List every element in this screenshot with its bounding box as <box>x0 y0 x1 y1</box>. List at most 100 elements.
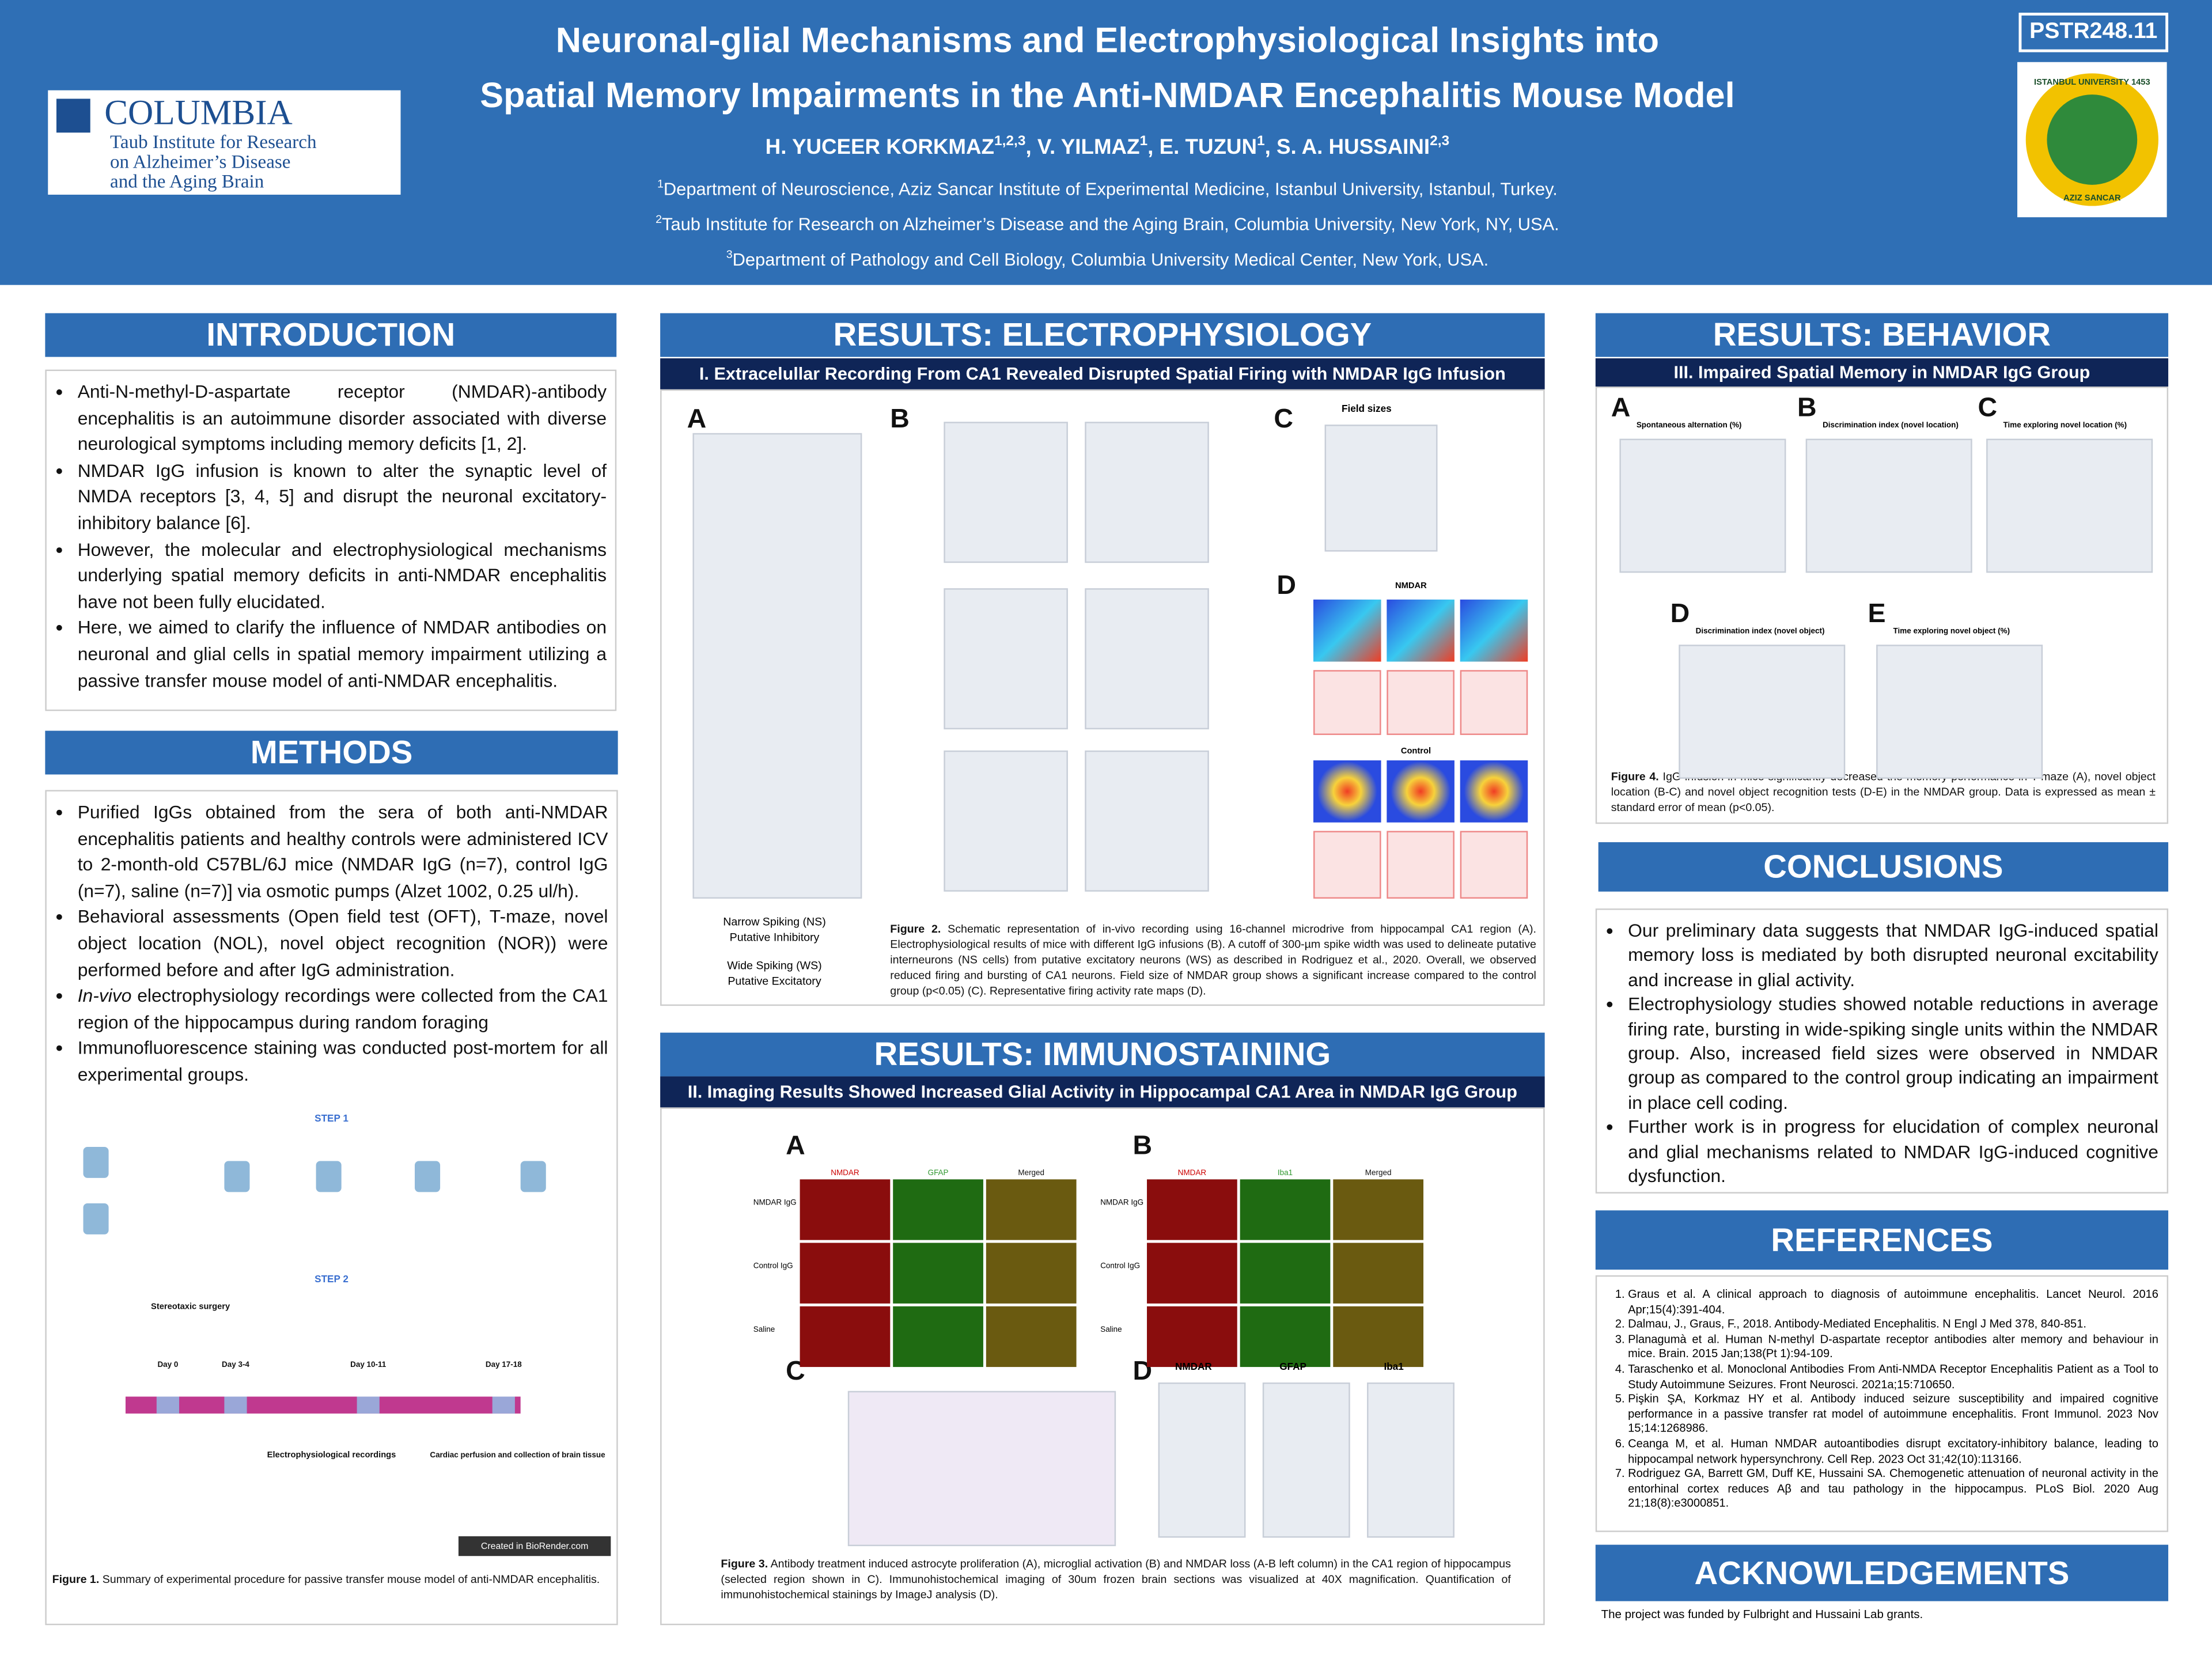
figure-caption: Figure 2. Schematic representation of in… <box>890 921 1536 999</box>
icon <box>83 1203 109 1234</box>
bullet: Further work is in progress for elucidat… <box>1628 1115 2158 1188</box>
bullet: NMDAR IgG infusion is known to alter the… <box>78 458 607 537</box>
seal-inner: AZIZ SANCAR <box>2063 194 2121 203</box>
section-title: REFERENCES <box>1595 1210 2169 1270</box>
figure-label: Day 10-11 <box>350 1360 387 1369</box>
map-title: Control <box>1400 747 1431 756</box>
conclusions-box: Our preliminary data suggests that NMDAR… <box>1595 908 2169 1194</box>
bullet: Anti-N-methyl-D-aspartate receptor (NMDA… <box>78 380 607 459</box>
methods-box: Purified IgGs obtained from the sera of … <box>45 790 618 1626</box>
logo-lines: Taub Institute for Research on Alzheimer’… <box>110 132 317 192</box>
brain-atlas <box>847 1391 1116 1547</box>
istanbul-logo: ISTANBUL UNIVERSITY 1453 AZIZ SANCAR <box>2017 62 2167 218</box>
icon <box>520 1161 546 1192</box>
author: V. YILMAZ1, <box>1037 134 1160 160</box>
micrograph <box>893 1243 983 1304</box>
schematic-image <box>692 433 862 899</box>
micrograph <box>1333 1306 1424 1368</box>
bullet-text: Purified IgGs obtained from the sera of … <box>77 801 608 902</box>
panel-label: A <box>786 1131 805 1161</box>
timeline-marker <box>492 1396 515 1414</box>
columbia-logo: COLUMBIA Taub Institute for Research on A… <box>48 90 401 195</box>
header: COLUMBIA Taub Institute for Research on A… <box>0 0 2212 285</box>
seal-center <box>2047 94 2138 185</box>
ephys-box: Figure 2. Schematic representation of in… <box>660 389 1545 1006</box>
bullet: Electrophysiology studies showed notable… <box>1628 992 2158 1115</box>
chart-image <box>1158 1382 1246 1538</box>
schematic-label: Wide Spiking (WS) <box>727 959 822 972</box>
bullet: Dalmau, J., Graus, F., 2018. Antibody-Me… <box>1628 1318 2158 1333</box>
rate-map <box>1460 599 1528 662</box>
author-affiliation: 1,2,3 <box>994 134 1026 150</box>
chart-image <box>1367 1382 1455 1538</box>
micrograph <box>986 1243 1077 1304</box>
affiliation-text: Department of Pathology and Cell Biology… <box>732 250 1489 271</box>
figure-label: Created in BioRender.com <box>481 1541 589 1551</box>
references-list: Graus et al. A clinical approach to diag… <box>1597 1277 2166 1512</box>
chart-image <box>1876 645 2043 779</box>
logo-name: COLUMBIA <box>104 94 293 133</box>
chart-title: GFAP <box>1279 1362 1306 1373</box>
title-line: Spatial Memory Impairments in the Anti-N… <box>480 76 1735 116</box>
micrograph <box>1333 1179 1424 1240</box>
poster-badge: PSTR248.11 <box>2018 13 2169 52</box>
seal: ISTANBUL UNIVERSITY 1453 AZIZ SANCAR <box>2025 73 2158 206</box>
section-subtitle: II. Imaging Results Showed Increased Gli… <box>660 1076 1545 1108</box>
bullet-text: Immunofluorescence staining was conducte… <box>77 1037 608 1085</box>
row-label: Saline <box>1100 1326 1122 1335</box>
biorender-bar <box>458 1536 611 1556</box>
methods-list: Purified IgGs obtained from the sera of … <box>47 791 616 1094</box>
section-title: INTRODUCTION <box>45 313 617 357</box>
caption-label: Figure 3. <box>721 1557 768 1570</box>
map-title: NMDAR <box>1395 582 1427 592</box>
author: H. YUCEER KORKMAZ1,2,3, <box>765 134 1037 160</box>
intro-list: Anti-N-methyl-D-aspartate receptor (NMDA… <box>47 371 615 700</box>
micrograph <box>1240 1306 1331 1368</box>
chart-title: NMDAR <box>1175 1362 1212 1373</box>
row-label: NMDAR IgG <box>1100 1199 1144 1208</box>
column-label: Iba1 <box>1277 1169 1293 1178</box>
bullet-text: electrophysiology recordings were collec… <box>77 984 608 1033</box>
icon <box>415 1161 441 1192</box>
chart-image <box>944 750 1068 892</box>
affiliation: 2Taub Institute for Research on Alzheime… <box>395 205 1820 241</box>
logo-line: on Alzheimer’s Disease <box>110 151 291 172</box>
chart-image <box>1085 588 1209 730</box>
spike-map <box>1460 670 1528 735</box>
bullet: Ceanga M, et al. Human NMDAR autoantibod… <box>1628 1437 2158 1467</box>
chart-title: Time exploring novel location (%) <box>2003 422 2127 430</box>
affiliation-text: Taub Institute for Research on Alzheimer… <box>662 215 1559 235</box>
italic-text: In-vivo <box>77 984 132 1006</box>
chart-image <box>1262 1382 1350 1538</box>
figure-label: Stereotaxic surgery <box>151 1302 230 1312</box>
figure-label: STEP 1 <box>315 1112 349 1124</box>
figure-caption: Figure 1. Summary of experimental proced… <box>52 1571 614 1587</box>
chart-image <box>1805 438 1972 573</box>
affiliations: 1Department of Neuroscience, Aziz Sancar… <box>395 169 1820 276</box>
section-title: RESULTS: IMMUNOSTAINING <box>660 1032 1545 1077</box>
chart-title: Time exploring novel object (%) <box>1893 627 2010 637</box>
affiliation-number: 2 <box>656 213 662 226</box>
icon <box>83 1147 109 1178</box>
chart-title: Field sizes <box>1341 404 1392 415</box>
intro-box: Anti-N-methyl-D-aspartate receptor (NMDA… <box>45 369 617 711</box>
poster-title: Neuronal-glial Mechanisms and Electrophy… <box>395 14 1820 124</box>
rate-map <box>1313 599 1381 662</box>
author: E. TUZUN1, <box>1159 134 1277 160</box>
row-label: NMDAR IgG <box>753 1199 797 1208</box>
affiliation: 3Department of Pathology and Cell Biolog… <box>395 240 1820 276</box>
affiliation-number: 3 <box>726 248 733 262</box>
micrograph <box>1147 1306 1237 1368</box>
authors: H. YUCEER KORKMAZ1,2,3, V. YILMAZ1, E. T… <box>395 134 1820 160</box>
bullet: Behavioral assessments (Open field test … <box>78 905 608 984</box>
micrograph <box>893 1306 983 1368</box>
author-name: E. TUZUN <box>1159 135 1257 160</box>
panel-label: B <box>1132 1131 1153 1161</box>
micrograph <box>800 1179 891 1240</box>
schematic-labels: Narrow Spiking (NS) Putative Inhibitory Wi… <box>676 915 873 988</box>
row-label: Control IgG <box>753 1262 793 1271</box>
chart-image <box>944 422 1068 563</box>
chart-image <box>944 588 1068 730</box>
author-affiliation: 1 <box>1257 134 1265 150</box>
